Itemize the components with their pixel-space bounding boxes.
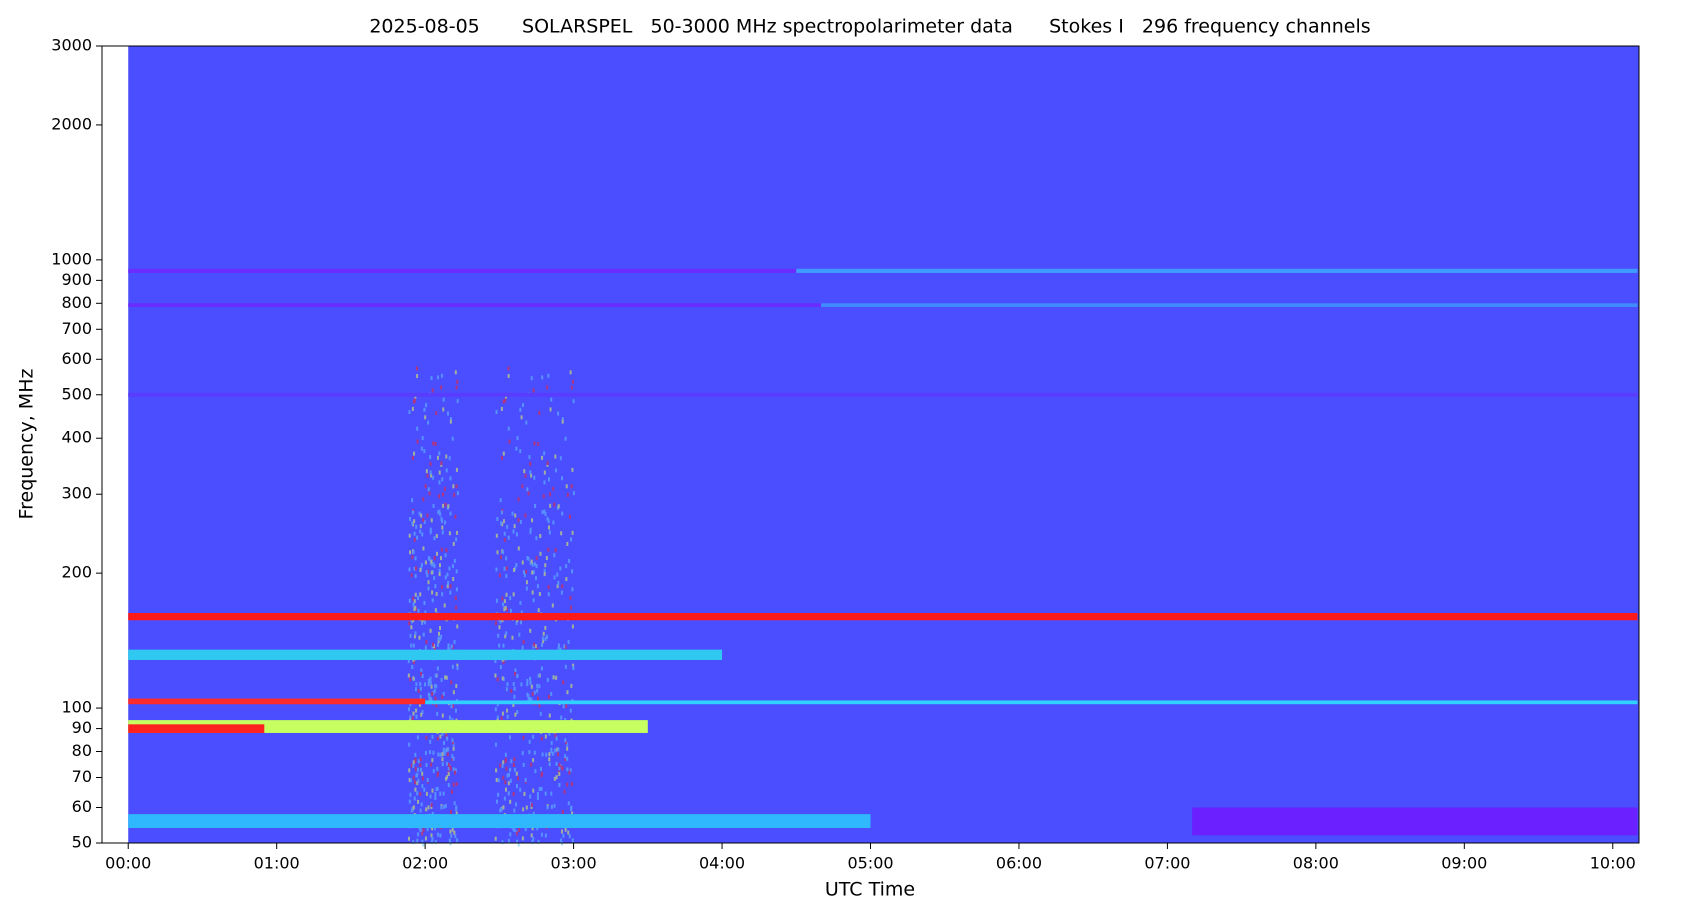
- band: [1192, 807, 1638, 836]
- x-tick-label: 09:00: [1441, 854, 1487, 873]
- y-tick-label: 100: [61, 698, 92, 717]
- x-tick-label: 08:00: [1293, 854, 1339, 873]
- y-tick-label: 800: [61, 293, 92, 312]
- x-tick-label: 06:00: [996, 854, 1042, 873]
- band: [128, 303, 822, 307]
- y-tick-label: 900: [61, 270, 92, 289]
- band: [821, 303, 1638, 307]
- band: [425, 700, 1638, 705]
- y-tick-label: 200: [61, 563, 92, 582]
- plot-area: [128, 46, 1640, 847]
- band: [128, 698, 426, 705]
- y-axis-label: Frequency, MHz: [16, 369, 38, 520]
- y-tick-label: 2000: [51, 114, 92, 133]
- band: [796, 268, 1638, 273]
- y-tick-label: 300: [61, 484, 92, 503]
- y-tick-label: 600: [61, 349, 92, 368]
- y-tick-label: 80: [72, 741, 92, 760]
- x-tick-label: 01:00: [254, 854, 300, 873]
- y-tick-label: 70: [72, 767, 92, 786]
- x-tick-label: 10:00: [1590, 854, 1636, 873]
- y-tick-label: 3000: [51, 36, 92, 55]
- band: [128, 268, 797, 273]
- x-tick-label: 04:00: [699, 854, 745, 873]
- band: [128, 392, 1638, 397]
- chart-title: 2025-08-05 SOLARSPEL 50-3000 MHz spectro…: [369, 16, 1370, 38]
- y-tick-label: 60: [72, 797, 92, 816]
- band: [128, 649, 723, 661]
- x-axis-label: UTC Time: [825, 879, 915, 901]
- x-tick-label: 02:00: [402, 854, 448, 873]
- y-tick-label: 700: [61, 319, 92, 338]
- x-tick-label: 00:00: [105, 854, 151, 873]
- band: [128, 612, 1638, 621]
- x-tick-label: 03:00: [551, 854, 597, 873]
- band: [128, 814, 871, 829]
- y-tick-label: 90: [72, 718, 92, 737]
- y-tick-label: 1000: [51, 249, 92, 268]
- y-tick-label: 400: [61, 428, 92, 447]
- y-tick-label: 500: [61, 384, 92, 403]
- x-tick-label: 05:00: [847, 854, 893, 873]
- x-tick-label: 07:00: [1144, 854, 1190, 873]
- band: [128, 724, 265, 733]
- heatmap-background: [128, 46, 1640, 843]
- y-tick-label: 50: [72, 833, 92, 852]
